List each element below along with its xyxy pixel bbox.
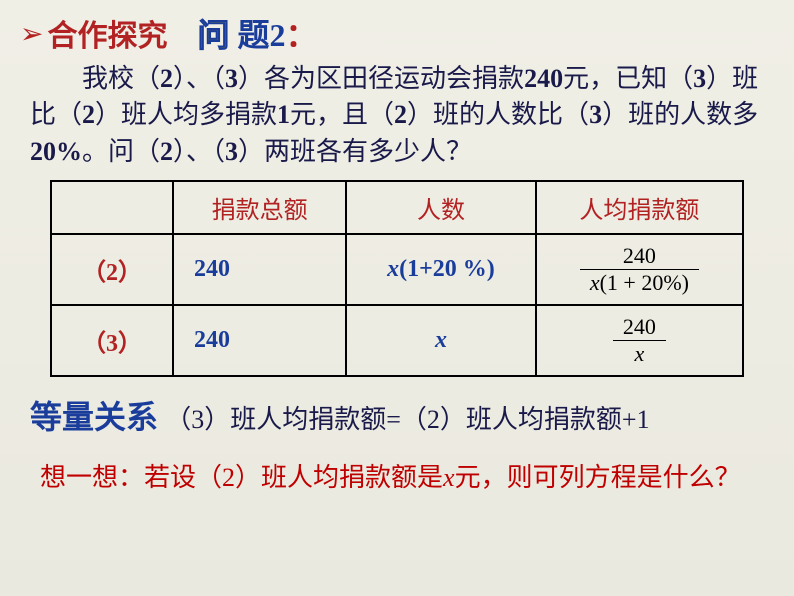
col-header-avg: 人均捐款额 [536, 181, 743, 234]
data-table-wrap: 捐款总额 人数 人均捐款额 （2） 240 x(1+20 %) 240 x(1 … [0, 180, 794, 377]
fraction: 240 x(1 + 20%) [580, 243, 699, 296]
table-row: （2） 240 x(1+20 %) 240 x(1 + 20%) [51, 234, 743, 305]
table-header-row: 捐款总额 人数 人均捐款额 [51, 181, 743, 234]
row-label-2: （2） [51, 234, 173, 305]
cell-count-3: x [346, 305, 536, 376]
char-wen: 问 [197, 17, 229, 53]
cell-avg-2: 240 x(1 + 20%) [536, 234, 743, 305]
data-table: 捐款总额 人数 人均捐款额 （2） 240 x(1+20 %) 240 x(1 … [50, 180, 744, 377]
relation-label: 等量关系 [30, 399, 158, 435]
bullet-arrow-icon: ➢ [20, 17, 43, 50]
think-prompt: 想一想：若设（2）班人均捐款额是x元，则可列方程是什么？ [0, 443, 794, 512]
corner-cell [51, 181, 173, 234]
problem-label: 问 题2： [197, 10, 317, 56]
col-header-count: 人数 [346, 181, 536, 234]
problem-text: 我校（2）、（3）各为区田径运动会捐款240元，已知（3）班比（2）班人均多捐款… [0, 56, 794, 180]
cell-count-2: x(1+20 %) [346, 234, 536, 305]
cell-total-3: 240 [173, 305, 346, 376]
colon: ： [286, 17, 318, 53]
char-ti: 题 [237, 17, 269, 53]
equation-relation: 等量关系 （3）班人均捐款额=（2）班人均捐款额+1 [0, 377, 794, 443]
col-header-total: 捐款总额 [173, 181, 346, 234]
slide-header: ➢ 合作探究 问 题2： [0, 0, 794, 56]
fraction: 240 x [613, 314, 666, 367]
cell-avg-3: 240 x [536, 305, 743, 376]
relation-text: （3）班人均捐款额=（2）班人均捐款额+1 [165, 405, 649, 434]
cell-total-2: 240 [173, 234, 346, 305]
section-title: 合作探究 [47, 11, 167, 55]
problem-number: 2 [270, 17, 286, 53]
row-label-3: （3） [51, 305, 173, 376]
table-row: （3） 240 x 240 x [51, 305, 743, 376]
